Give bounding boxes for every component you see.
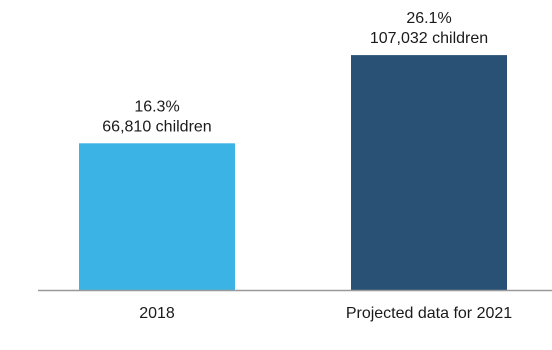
- x-tick-label-1: 2018: [139, 305, 175, 322]
- bar-2-label-line-1: 26.1%: [406, 10, 451, 27]
- tick-labels-layer: 2018 Projected data for 2021: [139, 305, 512, 322]
- data-labels-layer: 16.3% 66,810 children 26.1% 107,032 childre…: [102, 10, 488, 135]
- bar-1-label-line-1: 16.3%: [134, 98, 179, 115]
- bar-2: [351, 55, 507, 290]
- x-tick-label-2: Projected data for 2021: [346, 305, 512, 322]
- bar-1: [79, 143, 235, 290]
- bar-1-label-line-2: 66,810 children: [102, 118, 211, 135]
- bars-layer: [79, 55, 507, 290]
- bar-2-label-line-2: 107,032 children: [370, 30, 488, 47]
